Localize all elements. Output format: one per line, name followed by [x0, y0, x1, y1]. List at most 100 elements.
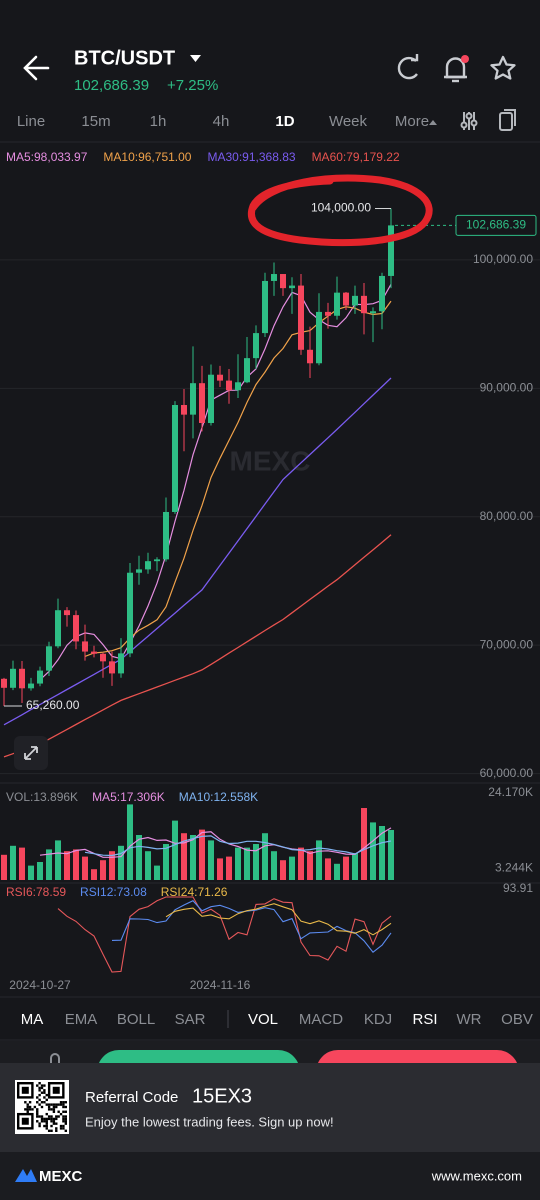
- footer: [0, 1152, 540, 1200]
- qr-module: [52, 1110, 56, 1113]
- y-tick-label: 100,000.00: [473, 252, 533, 266]
- volume-bar: [91, 869, 97, 880]
- indicator-tab[interactable]: WR: [457, 1011, 482, 1028]
- footer-url[interactable]: www.mexc.com: [431, 1168, 522, 1183]
- qr-module: [64, 1110, 67, 1113]
- qr-module: [50, 1108, 53, 1111]
- candle-body: [253, 333, 259, 359]
- back-button[interactable]: [23, 55, 50, 81]
- candle-body: [64, 610, 70, 616]
- timeframe-tab[interactable]: Line: [17, 113, 45, 130]
- y-tick-label: 24.170K: [488, 785, 533, 799]
- candle-body: [199, 383, 205, 423]
- qr-module: [40, 1091, 44, 1094]
- qr-module: [62, 1103, 65, 1106]
- volume-bar: [244, 847, 250, 880]
- volume-bar: [271, 851, 277, 880]
- volume-bar: [64, 851, 70, 880]
- referral-text: Enjoy the lowest trading fees. Sign up n…: [85, 1114, 334, 1129]
- qr-module: [28, 1108, 32, 1111]
- qr-module: [64, 1122, 67, 1125]
- legend-label: MA30:91,368.83: [207, 150, 295, 164]
- qr-module: [36, 1084, 39, 1087]
- expand-button[interactable]: [14, 736, 48, 770]
- candle-body: [172, 405, 178, 512]
- indicator-tab[interactable]: BOLL: [117, 1011, 155, 1028]
- volume-ma-line: [39, 827, 392, 858]
- qr-module: [50, 1120, 53, 1123]
- volume-bar: [37, 862, 43, 880]
- ma-line: [3, 377, 392, 726]
- highlight-circle: [248, 174, 433, 247]
- timeframe-tab[interactable]: Week: [329, 113, 368, 130]
- indicator-tab[interactable]: OBV: [501, 1011, 533, 1028]
- current-price-box: [455, 214, 537, 236]
- pair-dropdown[interactable]: [190, 55, 201, 62]
- volume-bar: [1, 854, 7, 880]
- indicator-tab[interactable]: MA: [21, 1011, 44, 1028]
- timeframe-tab[interactable]: 1D: [275, 113, 294, 130]
- qr-module: [57, 1110, 60, 1113]
- qr-module: [40, 1101, 44, 1104]
- volume-bar: [28, 865, 34, 880]
- qr-module: [28, 1105, 32, 1109]
- qr-module: [38, 1086, 41, 1090]
- indicator-tab[interactable]: SAR: [175, 1011, 206, 1028]
- volume-bar: [370, 822, 376, 880]
- candle-body: [82, 641, 88, 652]
- more-indicator: [429, 120, 437, 125]
- candle-body: [109, 661, 115, 674]
- alert-icon[interactable]: [444, 55, 469, 83]
- qr-module: [45, 1124, 48, 1128]
- timeframe-tab[interactable]: 1h: [150, 113, 167, 130]
- qr-module: [40, 1086, 44, 1090]
- qr-module: [45, 1122, 48, 1125]
- indicator-settings-icon[interactable]: [460, 112, 478, 130]
- qr-module: [26, 1108, 29, 1111]
- candle-body: [280, 274, 286, 289]
- indicator-tab[interactable]: KDJ: [364, 1011, 392, 1028]
- qr-module: [43, 1101, 46, 1104]
- qr-module: [43, 1089, 46, 1092]
- qr-module: [59, 1127, 63, 1130]
- qr-finder: [21, 1086, 29, 1094]
- volume-bar: [136, 835, 142, 880]
- referral-banner[interactable]: [0, 1063, 540, 1152]
- x-tick-label: 2024-11-16: [190, 978, 251, 992]
- legend-label: MA5:98,033.97: [6, 150, 88, 164]
- qr-module: [40, 1120, 44, 1123]
- timeframe-tab[interactable]: 4h: [213, 113, 230, 130]
- volume-bar: [262, 833, 268, 880]
- qr-module: [47, 1108, 51, 1111]
- indicator-tab[interactable]: VOL: [248, 1011, 278, 1028]
- indicator-tab[interactable]: EMA: [65, 1011, 98, 1028]
- qr-module: [45, 1103, 48, 1106]
- volume-bar: [235, 847, 241, 880]
- favorite-icon[interactable]: [490, 55, 516, 80]
- candle-body: [226, 380, 232, 391]
- timeframe-tab[interactable]: 15m: [81, 113, 110, 130]
- candle-body: [46, 646, 52, 671]
- ma-line: [39, 284, 392, 681]
- indicator-tab[interactable]: MACD: [299, 1011, 343, 1028]
- volume-bar: [334, 863, 340, 880]
- qr-module: [43, 1084, 46, 1087]
- qr-module: [52, 1120, 56, 1123]
- qr-module: [38, 1122, 41, 1125]
- timeframe-tab[interactable]: More: [395, 113, 429, 130]
- qr-module: [36, 1115, 39, 1118]
- qr-module: [33, 1105, 37, 1109]
- qr-module: [40, 1115, 44, 1118]
- indicator-tab[interactable]: RSI: [412, 1011, 437, 1028]
- orientation-icon[interactable]: [499, 109, 516, 131]
- qr-module: [62, 1127, 65, 1130]
- qr-module: [40, 1117, 44, 1121]
- volume-bar: [316, 840, 322, 880]
- qr-module: [64, 1129, 67, 1132]
- refresh-icon[interactable]: [397, 54, 419, 80]
- candle-body: [181, 405, 187, 415]
- pair-title[interactable]: BTC/USDT: [74, 47, 175, 69]
- annotation-label: 65,260.00: [26, 698, 80, 712]
